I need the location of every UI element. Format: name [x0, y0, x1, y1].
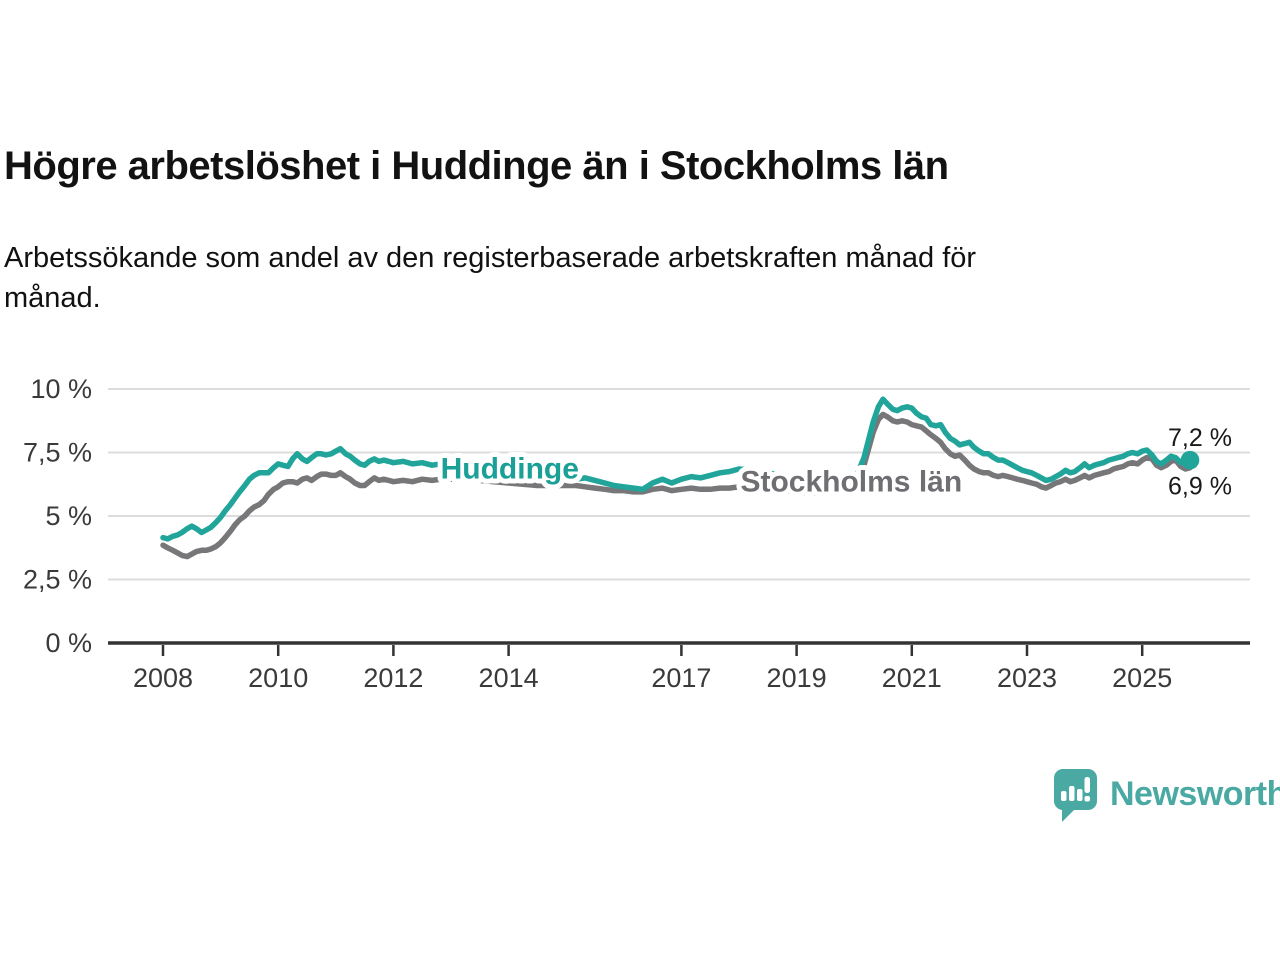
- latest-value-dot: [1180, 450, 1200, 470]
- newsworthy-brand-name: Newsworthy: [1110, 775, 1280, 813]
- x-tick-label: 2019: [767, 663, 827, 693]
- newsworthy-brand: Newsworthy: [1053, 768, 1280, 824]
- y-tick-label: 7,5 %: [23, 438, 92, 468]
- end-value-annotations: 6,9 % 7,2 %: [1168, 424, 1232, 501]
- x-tick-label: 2025: [1112, 663, 1172, 693]
- x-tick-label: 2017: [651, 663, 711, 693]
- bar-short: [1061, 791, 1067, 801]
- page-title: Högre arbetslöshet i Huddinge än i Stock…: [4, 144, 949, 188]
- bar-tall: [1077, 789, 1083, 801]
- series-labels: Stockholms län Huddinge: [436, 448, 968, 504]
- y-tick-label: 5 %: [45, 501, 92, 531]
- end-value-label: 6,9 %: [1168, 473, 1232, 501]
- newsworthy-logo-icon: [1054, 769, 1097, 822]
- x-tick-label: 2012: [363, 663, 423, 693]
- axes: 0 % 2,5 % 5 % 7,5 % 10 % 2008 2010 2012 2014 2017…: [23, 374, 1250, 693]
- x-tick-label: 2014: [479, 663, 539, 693]
- line-huddinge: [160, 396, 1193, 542]
- x-tick-label: 2021: [882, 663, 942, 693]
- series-lines: [160, 396, 1193, 560]
- series-inline-label: Huddinge: [441, 453, 579, 486]
- gridlines: [108, 388, 1250, 581]
- exclamation-bar: [1084, 777, 1090, 793]
- series-inline-label: Stockholms län: [740, 465, 962, 498]
- x-tick-label: 2023: [997, 663, 1057, 693]
- exclamation-dot: [1084, 796, 1090, 802]
- bar-medium: [1069, 786, 1075, 801]
- x-tick-label: 2008: [133, 663, 193, 693]
- x-tick-label: 2010: [248, 663, 308, 693]
- end-value-label: 7,2 %: [1168, 424, 1232, 452]
- line-stockholms-lan: [160, 411, 1193, 560]
- chart-subtitle: Arbetssökande som andel av den registerb…: [4, 242, 977, 314]
- y-tick-label: 2,5 %: [23, 565, 92, 595]
- y-tick-label: 10 %: [30, 374, 92, 404]
- y-tick-label: 0 %: [45, 628, 92, 658]
